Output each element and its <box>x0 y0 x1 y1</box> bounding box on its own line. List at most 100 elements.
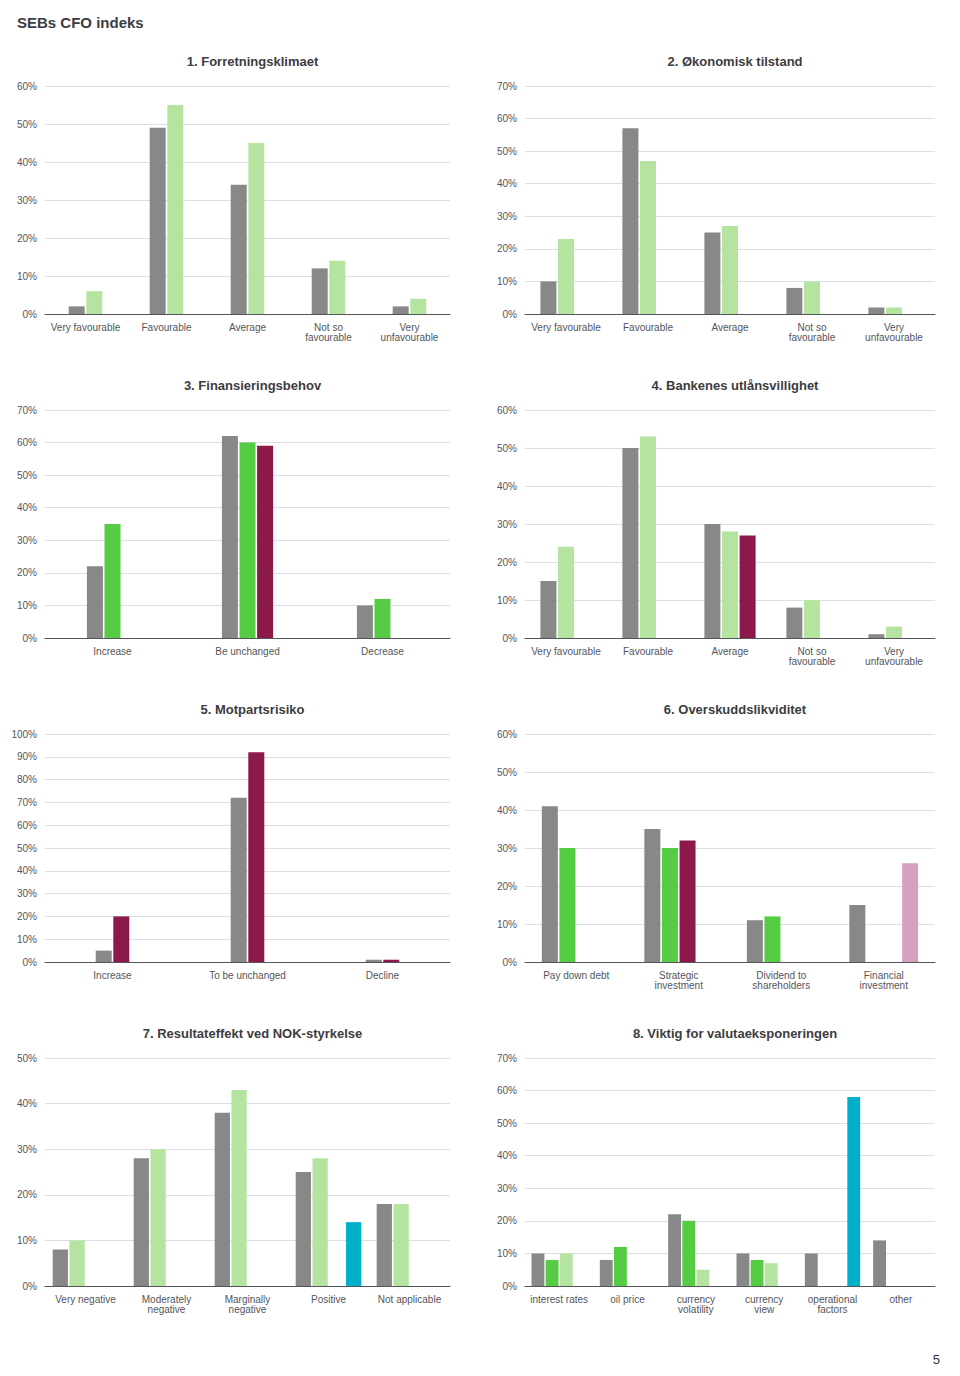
svg-text:8. Viktig for valutaeksponerin: 8. Viktig for valutaeksponeringen <box>633 1026 837 1041</box>
svg-text:30%: 30% <box>497 843 517 854</box>
svg-text:10%: 10% <box>17 934 37 945</box>
svg-text:0%: 0% <box>503 957 518 968</box>
svg-text:30%: 30% <box>497 211 517 222</box>
svg-text:Positive: Positive <box>311 1294 346 1305</box>
svg-text:30%: 30% <box>17 195 37 206</box>
svg-text:60%: 60% <box>497 113 517 124</box>
svg-text:Very favourable: Very favourable <box>51 322 121 333</box>
svg-text:unfavourable: unfavourable <box>381 332 439 343</box>
svg-text:negative: negative <box>229 1304 267 1315</box>
svg-text:20%: 20% <box>17 233 37 244</box>
svg-text:0%: 0% <box>503 633 518 644</box>
svg-text:10%: 10% <box>497 276 517 287</box>
svg-text:oil price: oil price <box>610 1294 645 1305</box>
svg-text:Decline: Decline <box>366 970 400 981</box>
svg-text:0%: 0% <box>503 309 518 320</box>
svg-text:0%: 0% <box>23 957 38 968</box>
svg-text:Average: Average <box>229 322 267 333</box>
svg-text:40%: 40% <box>17 502 37 513</box>
svg-text:20%: 20% <box>17 911 37 922</box>
svg-text:60%: 60% <box>17 820 37 831</box>
svg-text:10%: 10% <box>497 1248 517 1259</box>
svg-text:40%: 40% <box>497 481 517 492</box>
svg-text:1. Forretningsklimaet: 1. Forretningsklimaet <box>187 54 319 69</box>
svg-text:20%: 20% <box>497 243 517 254</box>
svg-text:100%: 100% <box>11 729 37 740</box>
svg-text:40%: 40% <box>17 865 37 876</box>
svg-text:0%: 0% <box>23 633 38 644</box>
svg-text:50%: 50% <box>497 443 517 454</box>
svg-text:volatility: volatility <box>678 1304 714 1315</box>
svg-text:5: 5 <box>933 1352 940 1367</box>
svg-text:Increase: Increase <box>93 970 132 981</box>
svg-text:10%: 10% <box>497 595 517 606</box>
svg-text:Be unchanged: Be unchanged <box>215 646 280 657</box>
svg-text:20%: 20% <box>17 567 37 578</box>
svg-text:70%: 70% <box>17 797 37 808</box>
svg-text:40%: 40% <box>497 1150 517 1161</box>
svg-text:Very favourable: Very favourable <box>531 646 601 657</box>
svg-text:10%: 10% <box>497 919 517 930</box>
svg-text:unfavourable: unfavourable <box>865 656 923 667</box>
svg-text:SEBs CFO indeks: SEBs CFO indeks <box>17 14 144 31</box>
svg-text:factors: factors <box>817 1304 847 1315</box>
svg-text:Average: Average <box>711 646 749 657</box>
svg-text:60%: 60% <box>497 729 517 740</box>
svg-text:10%: 10% <box>17 271 37 282</box>
svg-text:60%: 60% <box>17 81 37 92</box>
svg-text:Increase: Increase <box>93 646 132 657</box>
svg-text:20%: 20% <box>497 881 517 892</box>
svg-text:40%: 40% <box>17 157 37 168</box>
svg-text:30%: 30% <box>17 1144 37 1155</box>
svg-text:6. Overskuddslikviditet: 6. Overskuddslikviditet <box>664 702 807 717</box>
svg-text:50%: 50% <box>497 767 517 778</box>
svg-text:favourable: favourable <box>789 332 836 343</box>
svg-text:7. Resultateffekt ved NOK-styr: 7. Resultateffekt ved NOK-styrkelse <box>143 1026 363 1041</box>
svg-text:Average: Average <box>711 322 749 333</box>
svg-text:3. Finansieringsbehov: 3. Finansieringsbehov <box>184 378 322 393</box>
svg-text:Decrease: Decrease <box>361 646 404 657</box>
svg-text:60%: 60% <box>17 437 37 448</box>
svg-text:40%: 40% <box>497 805 517 816</box>
svg-text:interest rates: interest rates <box>530 1294 588 1305</box>
svg-text:To be unchanged: To be unchanged <box>209 970 286 981</box>
svg-text:unfavourable: unfavourable <box>865 332 923 343</box>
svg-text:70%: 70% <box>497 1053 517 1064</box>
svg-text:40%: 40% <box>497 178 517 189</box>
svg-text:50%: 50% <box>17 1053 37 1064</box>
svg-text:negative: negative <box>148 1304 186 1315</box>
svg-text:2. Økonomisk tilstand: 2. Økonomisk tilstand <box>667 54 802 69</box>
svg-text:20%: 20% <box>497 1215 517 1226</box>
svg-text:50%: 50% <box>497 146 517 157</box>
svg-text:5. Motpartsrisiko: 5. Motpartsrisiko <box>200 702 304 717</box>
svg-text:other: other <box>889 1294 912 1305</box>
svg-text:90%: 90% <box>17 751 37 762</box>
svg-text:50%: 50% <box>17 843 37 854</box>
svg-text:30%: 30% <box>17 888 37 899</box>
svg-text:0%: 0% <box>23 1281 38 1292</box>
svg-text:10%: 10% <box>17 600 37 611</box>
svg-text:10%: 10% <box>17 1235 37 1246</box>
svg-text:Very favourable: Very favourable <box>531 322 601 333</box>
svg-text:Favourable: Favourable <box>141 322 191 333</box>
svg-text:Not applicable: Not applicable <box>378 1294 442 1305</box>
svg-text:40%: 40% <box>17 1098 37 1109</box>
svg-text:view: view <box>754 1304 775 1315</box>
svg-text:favourable: favourable <box>305 332 352 343</box>
svg-text:investment: investment <box>655 980 704 991</box>
svg-text:20%: 20% <box>17 1189 37 1200</box>
svg-text:favourable: favourable <box>789 656 836 667</box>
svg-text:30%: 30% <box>497 519 517 530</box>
svg-text:0%: 0% <box>503 1281 518 1292</box>
svg-text:Pay down debt: Pay down debt <box>543 970 609 981</box>
svg-text:80%: 80% <box>17 774 37 785</box>
svg-text:50%: 50% <box>17 470 37 481</box>
svg-text:20%: 20% <box>497 557 517 568</box>
svg-text:Favourable: Favourable <box>623 646 673 657</box>
svg-text:4. Bankenes utlånsvillighet: 4. Bankenes utlånsvillighet <box>652 378 820 393</box>
svg-text:60%: 60% <box>497 1085 517 1096</box>
svg-text:Very negative: Very negative <box>55 1294 116 1305</box>
svg-text:investment: investment <box>860 980 909 991</box>
svg-text:70%: 70% <box>497 81 517 92</box>
svg-text:50%: 50% <box>17 119 37 130</box>
